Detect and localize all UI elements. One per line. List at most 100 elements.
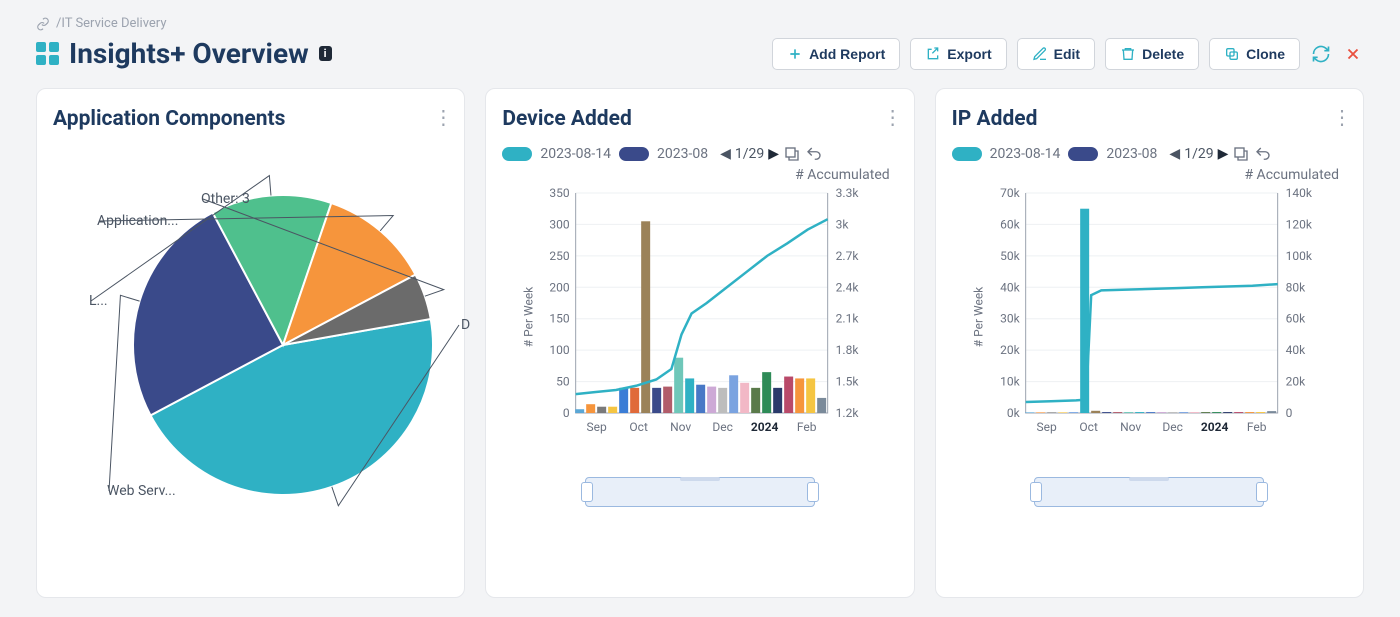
bar[interactable]	[784, 377, 793, 413]
bar[interactable]	[597, 407, 606, 413]
bar[interactable]	[740, 383, 749, 413]
bar[interactable]	[729, 375, 738, 413]
svg-text:1.8k: 1.8k	[836, 343, 860, 357]
bar[interactable]	[1124, 412, 1133, 413]
ip-chart: 0k10k20k30k40k50k60k70k140k120k100k80k60…	[952, 187, 1347, 447]
pager-prev[interactable]: ◀	[720, 146, 731, 162]
edit-icon	[1032, 46, 1048, 62]
link-icon	[36, 17, 50, 31]
bar[interactable]	[1047, 412, 1056, 413]
svg-text:300: 300	[550, 217, 570, 231]
bar[interactable]	[795, 378, 804, 413]
bar[interactable]	[1234, 412, 1243, 413]
svg-text:Nov: Nov	[670, 420, 691, 434]
bar[interactable]	[1069, 412, 1078, 413]
bar[interactable]	[652, 388, 661, 413]
bar[interactable]	[1135, 412, 1144, 413]
svg-text:10k: 10k	[1000, 375, 1020, 389]
clone-button[interactable]: Clone	[1209, 38, 1300, 70]
breadcrumb[interactable]: /IT Service Delivery	[36, 16, 1364, 31]
accumulated-label: # Accumulated	[952, 167, 1347, 183]
bar[interactable]	[1223, 412, 1232, 413]
bar[interactable]	[619, 388, 628, 413]
bar[interactable]	[751, 388, 760, 413]
export-button[interactable]: Export	[910, 38, 1006, 70]
chart-pager: ◀ 1/29 ▶	[1169, 145, 1272, 163]
bar[interactable]	[1102, 412, 1111, 413]
bar[interactable]	[1168, 412, 1177, 413]
bar[interactable]	[1256, 412, 1265, 413]
bar[interactable]	[1058, 412, 1067, 413]
bar[interactable]	[1212, 412, 1221, 413]
bar[interactable]	[762, 372, 771, 413]
svg-text:100k: 100k	[1285, 249, 1312, 263]
svg-text:350: 350	[550, 187, 570, 200]
svg-text:200: 200	[550, 280, 570, 294]
bar[interactable]	[608, 407, 617, 413]
legend-swatch	[952, 147, 982, 161]
bar[interactable]	[575, 409, 584, 413]
card-menu-button[interactable]: ⋮	[1332, 105, 1351, 129]
device-chart: 0501001502002503003503.3k3k2.7k2.4k2.1k1…	[502, 187, 897, 447]
svg-text:60k: 60k	[1000, 217, 1020, 231]
card-menu-button[interactable]: ⋮	[433, 105, 452, 129]
bar[interactable]	[1113, 412, 1122, 413]
pie-slice-label: Web Serv...	[107, 483, 176, 499]
delete-button[interactable]: Delete	[1105, 38, 1199, 70]
svg-text:1.2k: 1.2k	[836, 406, 860, 420]
pager-prev[interactable]: ◀	[1169, 146, 1180, 162]
bar[interactable]	[1190, 412, 1199, 413]
bar[interactable]	[773, 388, 782, 413]
bar[interactable]	[718, 388, 727, 413]
legend-label: 2023-08-14	[990, 146, 1061, 162]
bar[interactable]	[1157, 412, 1166, 413]
bar[interactable]	[1091, 411, 1100, 413]
bar[interactable]	[696, 385, 705, 413]
bar[interactable]	[685, 378, 694, 413]
svg-text:Sep: Sep	[1036, 420, 1056, 434]
bar[interactable]	[1025, 412, 1034, 413]
pager-next[interactable]: ▶	[768, 146, 779, 162]
svg-text:2.4k: 2.4k	[836, 280, 860, 294]
info-badge[interactable]: i	[319, 46, 332, 61]
add-report-button[interactable]: Add Report	[772, 38, 900, 70]
svg-text:70k: 70k	[1000, 187, 1020, 200]
bar[interactable]	[707, 387, 716, 413]
legend-label: 2023-08-14	[540, 146, 611, 162]
bar[interactable]	[674, 358, 683, 413]
pager-next[interactable]: ▶	[1218, 146, 1229, 162]
bar[interactable]	[663, 387, 672, 413]
pie-slice-label: L...	[89, 293, 108, 309]
bar[interactable]	[806, 378, 815, 413]
undo-icon[interactable]	[805, 145, 823, 163]
card-menu-button[interactable]: ⋮	[883, 105, 902, 129]
bar[interactable]	[1036, 412, 1045, 413]
svg-text:40k: 40k	[1000, 280, 1020, 294]
legend-label: 2023-08	[1106, 146, 1157, 162]
svg-text:Oct: Oct	[630, 420, 649, 434]
bar[interactable]	[817, 398, 826, 413]
refresh-button[interactable]	[1310, 43, 1332, 65]
zoom-in-icon[interactable]	[1232, 145, 1250, 163]
dashboard-grid-icon	[36, 42, 59, 65]
bar[interactable]	[1245, 412, 1254, 413]
close-button[interactable]	[1342, 43, 1364, 65]
bar[interactable]	[1146, 412, 1155, 413]
svg-text:2024: 2024	[1201, 420, 1229, 434]
legend-row: 2023-08-14 2023-08 ◀ 1/29 ▶	[952, 145, 1347, 163]
zoom-in-icon[interactable]	[783, 145, 801, 163]
bar[interactable]	[1267, 411, 1276, 413]
bar[interactable]	[630, 388, 639, 413]
range-scrubber[interactable]	[1034, 477, 1264, 507]
svg-text:0k: 0k	[1006, 406, 1020, 420]
bar[interactable]	[1179, 412, 1188, 413]
range-scrubber[interactable]	[585, 477, 815, 507]
svg-text:80k: 80k	[1285, 280, 1305, 294]
breadcrumb-text: /IT Service Delivery	[56, 16, 166, 31]
bar[interactable]	[586, 404, 595, 413]
bar[interactable]	[1201, 412, 1210, 413]
svg-text:Dec: Dec	[1162, 420, 1183, 434]
edit-button[interactable]: Edit	[1017, 38, 1095, 70]
undo-icon[interactable]	[1254, 145, 1272, 163]
refresh-icon	[1311, 44, 1331, 64]
